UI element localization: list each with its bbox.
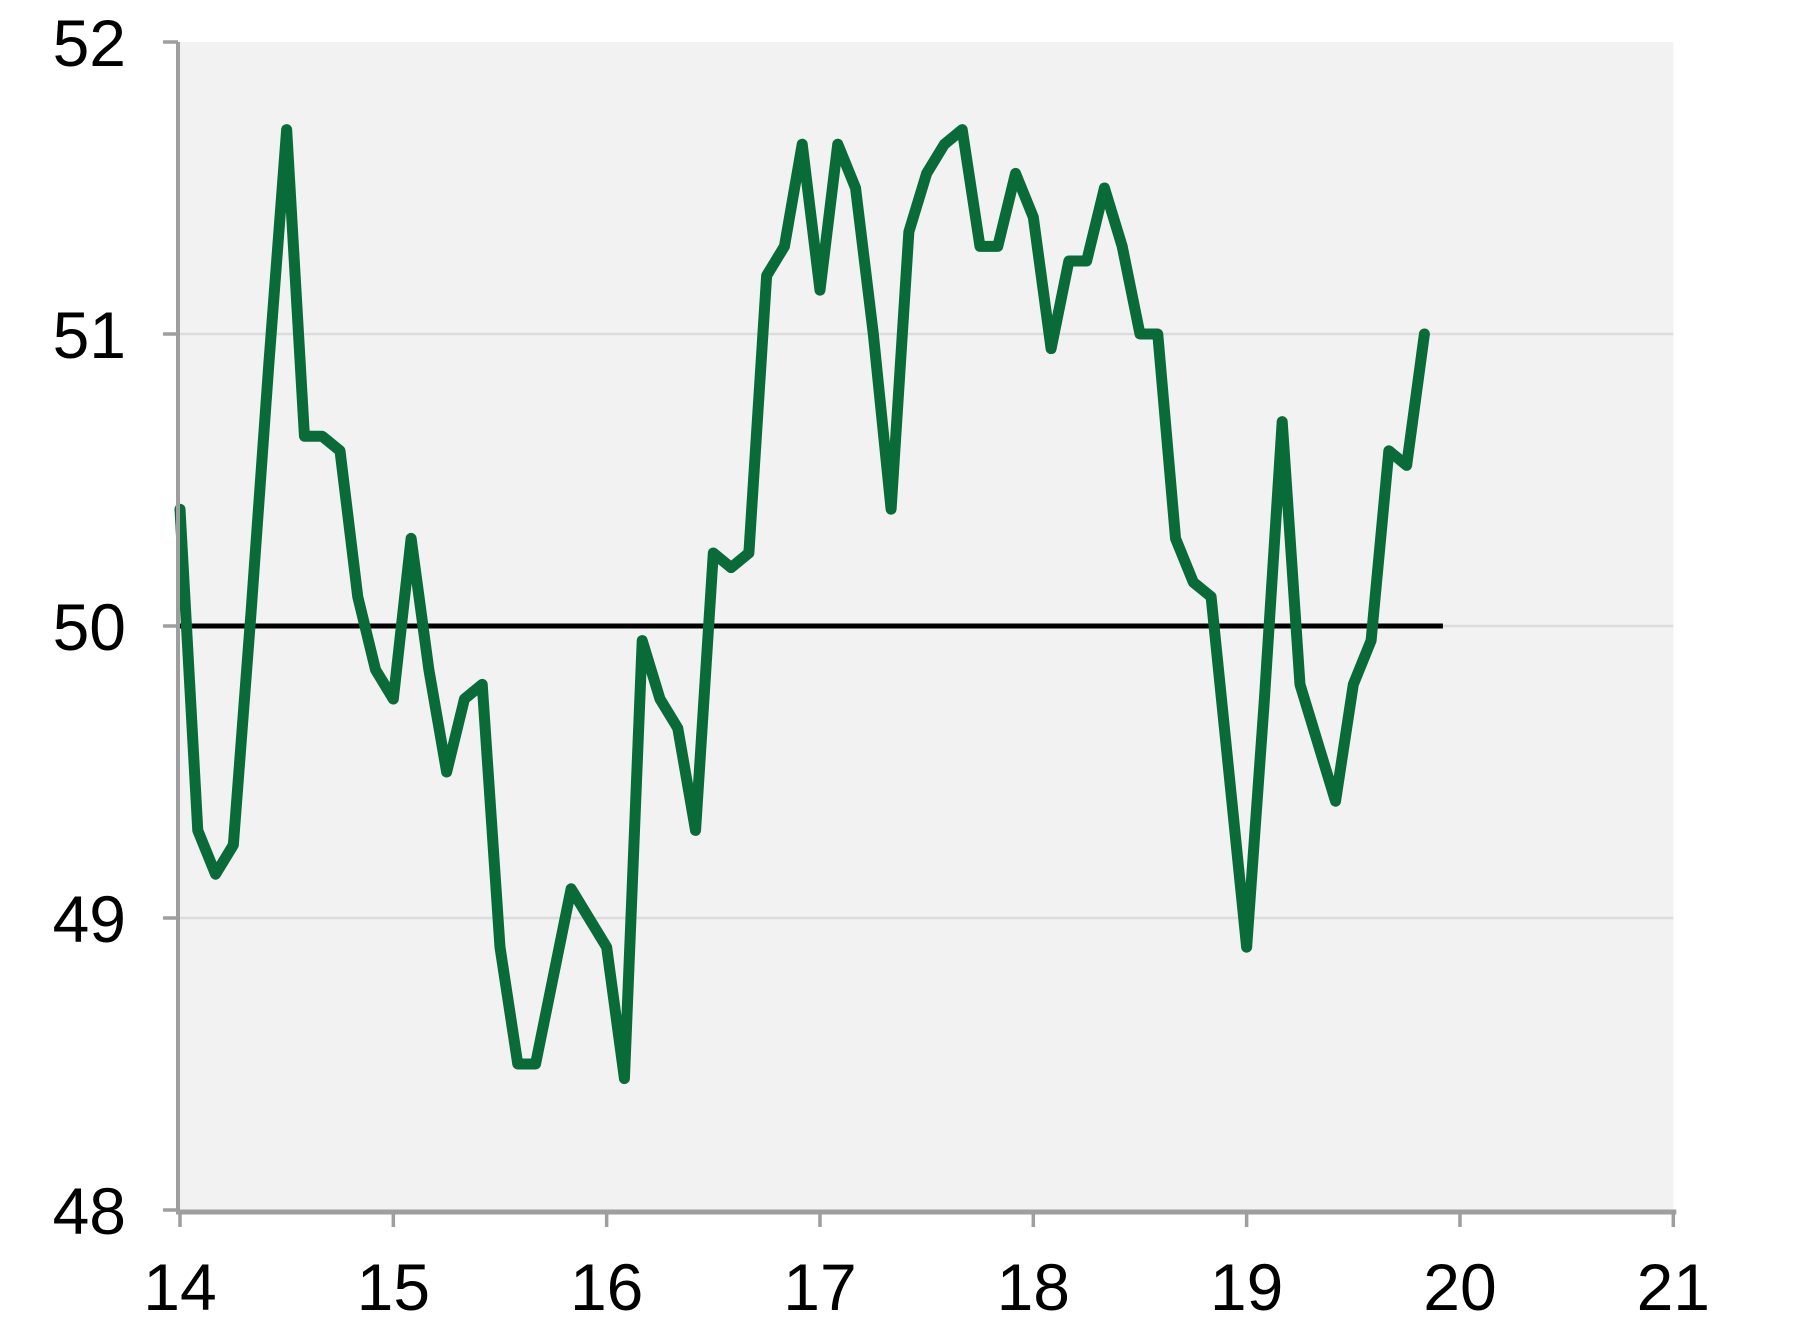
series-layer <box>174 124 1430 1085</box>
tick-label-layer: 48 49 50 51 52 14 15 16 17 18 19 20 21 <box>53 6 1710 1324</box>
axes-layer <box>163 40 1677 1227</box>
y-tick-label-48: 48 <box>53 1174 126 1248</box>
x-tick-label-17: 17 <box>783 1250 856 1324</box>
x-tick-label-16: 16 <box>570 1250 643 1324</box>
x-tick-label-18: 18 <box>997 1250 1070 1324</box>
y-tick-label-52: 52 <box>53 6 126 80</box>
x-tick-label-19: 19 <box>1210 1250 1283 1324</box>
x-tick-label-14: 14 <box>143 1250 216 1324</box>
y-tick-label-50: 50 <box>53 590 126 664</box>
x-tick-label-21: 21 <box>1637 1250 1710 1324</box>
y-tick-label-49: 49 <box>53 882 126 956</box>
data-line-series <box>174 124 1430 1085</box>
y-tick-label-51: 51 <box>53 298 126 372</box>
x-tick-label-15: 15 <box>357 1250 430 1324</box>
x-tick-label-20: 20 <box>1423 1250 1496 1324</box>
